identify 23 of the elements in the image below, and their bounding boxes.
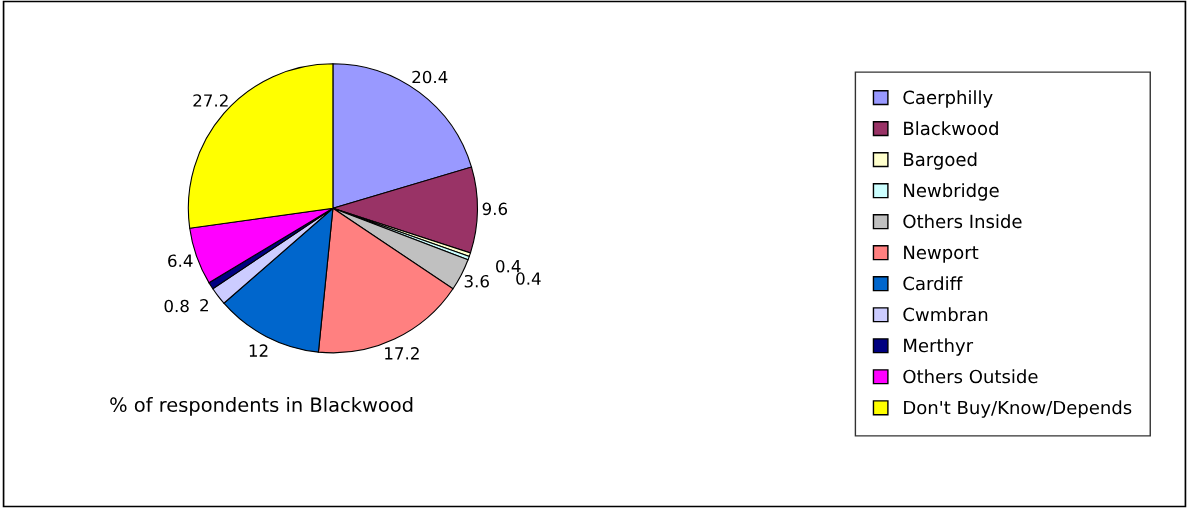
legend-label: Merthyr (904, 338, 974, 356)
legend-label: Caerphilly (903, 90, 993, 108)
legend-label: Cardiff (903, 276, 963, 291)
legend-label: Others Inside (903, 214, 1022, 229)
data-label: 0.8 (164, 299, 189, 313)
data-label: 6.4 (168, 254, 193, 268)
legend-label: Blackwood (904, 121, 998, 136)
legend-label: Don't Buy/Know/Depends (904, 400, 1132, 418)
text: % of respondents in Blackwood (110, 396, 413, 416)
legend-label: Newport (904, 245, 979, 263)
data-label: 20.4 (412, 70, 448, 84)
legend-label: Others Outside (903, 369, 1038, 384)
data-label: 2 (200, 298, 208, 312)
legend-label: Cwmbran (903, 307, 988, 322)
legend-label: Bargoed (904, 152, 977, 170)
legend-label: Newbridge (904, 183, 999, 201)
data-label: 12 (249, 344, 268, 357)
data-label: 17.2 (385, 347, 419, 360)
data-label: 3.6 (464, 274, 489, 288)
data-label: 0.4 (516, 272, 541, 285)
data-label: 0.4 (496, 259, 521, 273)
data-label: 9.6 (482, 202, 508, 216)
data-label: 27.2 (193, 94, 228, 107)
